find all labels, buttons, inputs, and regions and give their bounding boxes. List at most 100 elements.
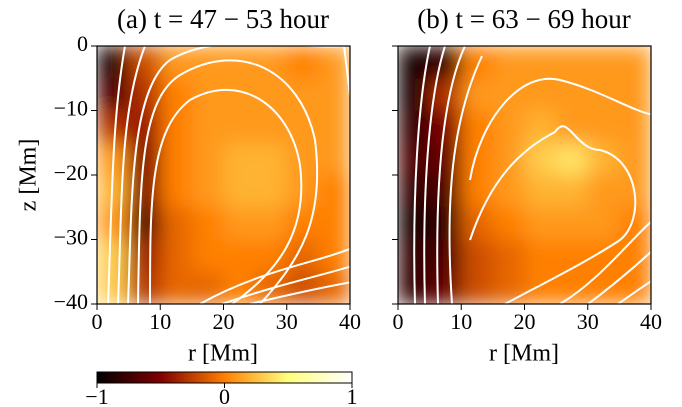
heatmap-cell [524,46,557,79]
heatmap-cell [492,78,525,111]
heatmap-cell [398,110,431,144]
heatmap-cell [556,46,589,79]
panel-title: (a) t = 47 − 53 hour [117,4,329,34]
heatmap-cell [492,110,525,144]
heatmap-cell [492,142,525,176]
heatmap-cell [556,207,589,240]
heatmap-cell [223,110,256,144]
heatmap-cell [587,271,620,304]
heatmap-cell [429,46,462,79]
colorbar-tick-label: −1 [85,384,108,407]
heatmap-cell [318,207,350,240]
heatmap-cell [461,46,494,79]
x-tick-label: 20 [213,309,235,334]
heatmap-cell [223,142,256,176]
heatmap-cell [524,207,557,240]
y-tick-label: −40 [54,289,88,314]
heatmap-cell [255,78,288,111]
heatmap-cell [524,239,557,273]
x-axis-label: r [Mm] [188,341,258,367]
colorbar-tick-label: 1 [347,384,358,407]
heatmap-cell [286,142,319,176]
heatmap-cell [524,110,557,144]
heatmap-cell [97,239,130,273]
y-tick-label: −30 [54,225,88,250]
panel-title: (b) t = 63 − 69 hour [417,4,630,34]
y-tick-label: −20 [54,160,88,185]
heatmap-cell [461,207,494,240]
x-tick-label: 0 [393,309,404,334]
x-tick-label: 0 [92,309,103,334]
heatmap-cell [556,142,589,176]
heatmap-cell [461,271,494,304]
x-tick-label: 10 [149,309,171,334]
heatmap-cell [128,271,161,304]
heatmap-cell [318,110,350,144]
heatmap-cell [223,175,256,208]
heatmap-cell [619,46,651,79]
y-axis-label: z [Mm] [16,139,42,212]
heatmap-cell [587,207,620,240]
heatmap-cell [429,175,462,208]
x-tick-label: 10 [450,309,472,334]
heatmap-cell [255,239,288,273]
heatmap-cell [398,142,431,176]
heatmap-cell [429,239,462,273]
heatmap-cell [160,142,193,176]
heatmap-cell [587,110,620,144]
heatmap-cell [492,239,525,273]
heatmap-cell [398,78,431,111]
heatmap-cell [492,271,525,304]
heatmap-cell [619,142,651,176]
colorbar-tick-label: 0 [219,384,230,407]
heatmap-cell [429,271,462,304]
heatmap-cell [461,142,494,176]
heatmap-cell [191,207,224,240]
x-tick-label: 40 [640,309,662,334]
heatmap-cell [191,142,224,176]
y-tick-label: 0 [77,31,88,56]
heatmap-cell [160,271,193,304]
heatmap-cell [587,46,620,79]
heatmap-cell [223,207,256,240]
heatmap-cell [128,207,161,240]
colorbar [96,371,353,384]
heatmap-cell [286,175,319,208]
contours [107,46,350,304]
heatmap-cell [286,46,319,79]
heatmap-cell [255,142,288,176]
heatmap-cell [461,78,494,111]
heatmap-cell [318,78,350,111]
heatmap-cell [587,175,620,208]
heatmap-cell [97,271,130,304]
heatmap-cell [619,78,651,111]
heatmap-cell [255,46,288,79]
heatmap-cell [97,110,130,144]
heatmap-cell [255,110,288,144]
heatmap-cell [556,175,589,208]
heatmap-cell [318,175,350,208]
heatmap-cell [461,239,494,273]
heatmap-cell [255,175,288,208]
heatmap-cell [191,239,224,273]
x-axis-label: r [Mm] [489,341,559,367]
heatmap-cell [429,207,462,240]
x-tick-label: 40 [339,309,361,334]
heatmap-cell [255,207,288,240]
heatmap-cell [97,207,130,240]
heatmap-cell [619,110,651,144]
heatmap-cell [128,239,161,273]
heatmap-cell [128,46,161,79]
heatmap-cell [97,78,130,111]
x-tick-label: 30 [577,309,599,334]
x-tick-label: 30 [276,309,298,334]
heatmap-cell [160,207,193,240]
y-tick-label: −10 [54,96,88,121]
heatmap-cell [524,271,557,304]
heatmap-cell [318,239,350,273]
heatmap-cell [223,239,256,273]
heatmap-cell [128,110,161,144]
heatmap-cell [160,110,193,144]
heatmap-cell [429,142,462,176]
